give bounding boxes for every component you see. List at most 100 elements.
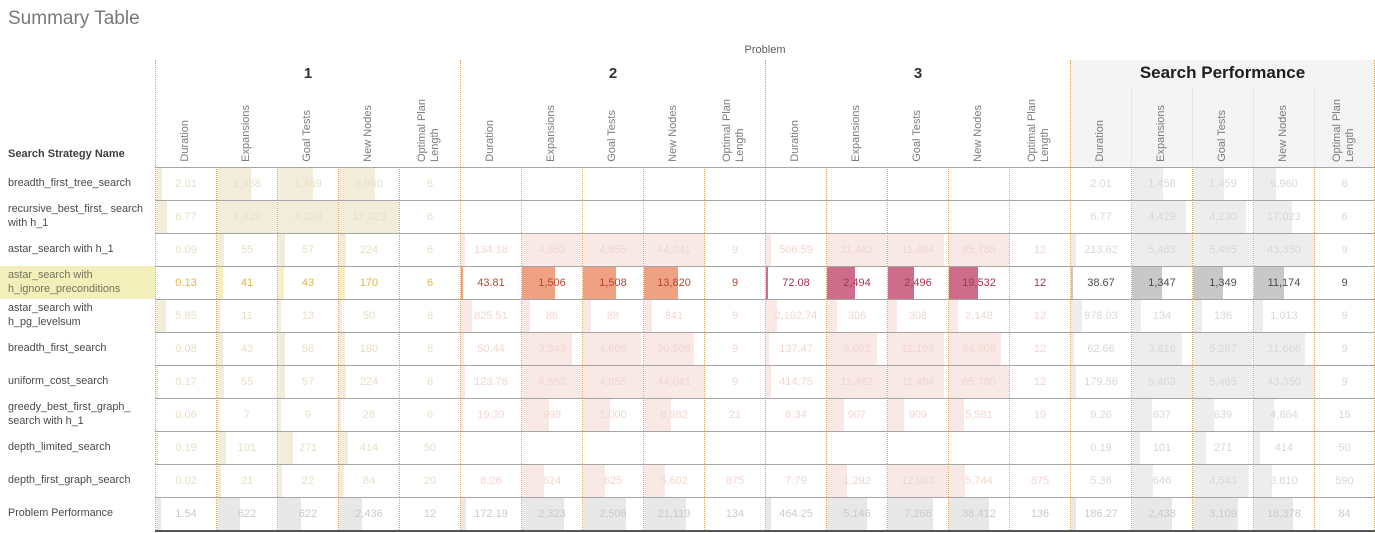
table-cell[interactable]: 6 xyxy=(399,365,460,398)
row-label[interactable]: astar_search with h_pg_levelsum xyxy=(8,302,93,328)
table-cell[interactable] xyxy=(460,200,521,233)
table-cell[interactable]: 3,810 xyxy=(1253,464,1314,497)
table-cell[interactable] xyxy=(460,167,521,200)
table-cell[interactable]: 88 xyxy=(582,299,643,332)
table-cell[interactable] xyxy=(582,431,643,464)
table-cell[interactable]: 22 xyxy=(277,464,338,497)
table-cell[interactable]: 0.19 xyxy=(155,431,216,464)
table-cell[interactable]: 43,350 xyxy=(1253,233,1314,266)
table-cell[interactable]: 6 xyxy=(399,398,460,431)
row-label[interactable]: greedy_best_first_graph_ search with h_1 xyxy=(8,401,131,427)
table-cell[interactable]: 506.59 xyxy=(765,233,826,266)
table-cell[interactable]: 55 xyxy=(216,365,277,398)
table-cell[interactable]: 825.51 xyxy=(460,299,521,332)
table-cell[interactable]: 13 xyxy=(277,299,338,332)
table-cell[interactable]: 4,230 xyxy=(277,200,338,233)
table-cell[interactable]: 909 xyxy=(887,398,948,431)
table-cell[interactable]: 56 xyxy=(277,332,338,365)
table-cell[interactable]: 50 xyxy=(399,431,460,464)
table-cell[interactable]: 12 xyxy=(1009,365,1070,398)
col-header-p1-expansions[interactable]: Expansions xyxy=(216,86,277,167)
table-cell[interactable]: 306 xyxy=(826,299,887,332)
table-cell[interactable]: 9 xyxy=(704,365,765,398)
table-cell[interactable] xyxy=(887,431,948,464)
col-header-p2-duration[interactable]: Duration xyxy=(460,86,521,167)
row-label[interactable]: astar_search with h_ignore_preconditions xyxy=(0,266,155,299)
table-cell[interactable]: 44,041 xyxy=(643,233,704,266)
table-cell[interactable]: 11,484 xyxy=(887,365,948,398)
table-cell[interactable]: 1,292 xyxy=(826,464,887,497)
table-cell[interactable]: 8.34 xyxy=(765,398,826,431)
col-header-sp-expansions[interactable]: Expansions xyxy=(1131,86,1192,167)
table-cell[interactable]: 2,494 xyxy=(826,266,887,299)
table-cell[interactable]: 20 xyxy=(399,464,460,497)
table-cell[interactable] xyxy=(460,431,521,464)
table-cell[interactable]: 2.01 xyxy=(155,167,216,200)
col-header-p1-goal-tests[interactable]: Goal Tests xyxy=(277,86,338,167)
table-cell[interactable]: 123.76 xyxy=(460,365,521,398)
col-header-p3-expansions[interactable]: Expansions xyxy=(826,86,887,167)
table-cell[interactable]: 414 xyxy=(1253,431,1314,464)
col-header-p2-new-nodes[interactable]: New Nodes xyxy=(643,86,704,167)
table-cell[interactable]: 0.02 xyxy=(155,464,216,497)
table-cell[interactable]: 62.66 xyxy=(1070,332,1131,365)
table-cell[interactable]: 1,458 xyxy=(216,167,277,200)
table-cell[interactable]: 9 xyxy=(704,332,765,365)
row-label[interactable]: breadth_first_search xyxy=(8,341,107,354)
table-cell[interactable]: 213.62 xyxy=(1070,233,1131,266)
group-header-p2[interactable]: 2 xyxy=(460,60,765,86)
table-cell[interactable]: 1,013 xyxy=(1253,299,1314,332)
table-cell[interactable] xyxy=(765,200,826,233)
table-cell[interactable]: 464.25 xyxy=(765,497,826,530)
row-label[interactable]: Problem Performance xyxy=(8,506,114,519)
table-cell[interactable]: 50 xyxy=(1314,431,1375,464)
table-cell[interactable]: 5,581 xyxy=(948,398,1009,431)
col-header-sp-new-nodes[interactable]: New Nodes xyxy=(1253,86,1314,167)
table-cell[interactable]: 4,429 xyxy=(1131,200,1192,233)
table-cell[interactable] xyxy=(521,167,582,200)
table-cell[interactable]: 2,436 xyxy=(338,497,399,530)
table-cell[interactable]: 50 xyxy=(338,299,399,332)
table-cell[interactable] xyxy=(887,167,948,200)
table-cell[interactable]: 9 xyxy=(1314,266,1375,299)
table-cell[interactable] xyxy=(826,167,887,200)
table-cell[interactable]: 12 xyxy=(399,497,460,530)
table-cell[interactable]: 8.26 xyxy=(460,464,521,497)
table-cell[interactable]: 6 xyxy=(399,233,460,266)
table-cell[interactable] xyxy=(948,200,1009,233)
table-cell[interactable]: 6 xyxy=(399,266,460,299)
table-cell[interactable]: 4,230 xyxy=(1192,200,1253,233)
table-cell[interactable]: 86 xyxy=(521,299,582,332)
table-cell[interactable]: 0.08 xyxy=(155,332,216,365)
table-cell[interactable]: 15 xyxy=(1314,398,1375,431)
table-cell[interactable]: 101 xyxy=(216,431,277,464)
table-cell[interactable] xyxy=(765,431,826,464)
row-label[interactable]: breadth_first_tree_search xyxy=(8,176,132,189)
table-cell[interactable]: 44,041 xyxy=(643,365,704,398)
table-cell[interactable]: 43,350 xyxy=(1253,365,1314,398)
group-header-p1[interactable]: 1 xyxy=(155,60,460,86)
table-cell[interactable]: 72.08 xyxy=(765,266,826,299)
table-cell[interactable] xyxy=(826,200,887,233)
table-cell[interactable]: 0.06 xyxy=(155,398,216,431)
table-cell[interactable] xyxy=(948,431,1009,464)
table-cell[interactable]: 4,609 xyxy=(582,332,643,365)
table-cell[interactable]: 7.79 xyxy=(765,464,826,497)
col-header-p1-duration[interactable]: Duration xyxy=(155,86,216,167)
table-cell[interactable]: 101 xyxy=(1131,431,1192,464)
table-cell[interactable]: 180 xyxy=(338,332,399,365)
table-cell[interactable]: 6.77 xyxy=(1070,200,1131,233)
table-cell[interactable]: 875 xyxy=(704,464,765,497)
table-cell[interactable]: 622 xyxy=(216,497,277,530)
table-cell[interactable]: 907 xyxy=(826,398,887,431)
table-cell[interactable]: 5,602 xyxy=(643,464,704,497)
table-cell[interactable]: 11 xyxy=(216,299,277,332)
table-cell[interactable]: 11,174 xyxy=(1253,266,1314,299)
table-cell[interactable] xyxy=(521,200,582,233)
table-cell[interactable]: 4,853 xyxy=(521,365,582,398)
table-cell[interactable]: 179.56 xyxy=(1070,365,1131,398)
table-cell[interactable]: 50.44 xyxy=(460,332,521,365)
table-cell[interactable] xyxy=(643,431,704,464)
table-cell[interactable]: 6 xyxy=(1314,200,1375,233)
table-cell[interactable]: 19,532 xyxy=(948,266,1009,299)
